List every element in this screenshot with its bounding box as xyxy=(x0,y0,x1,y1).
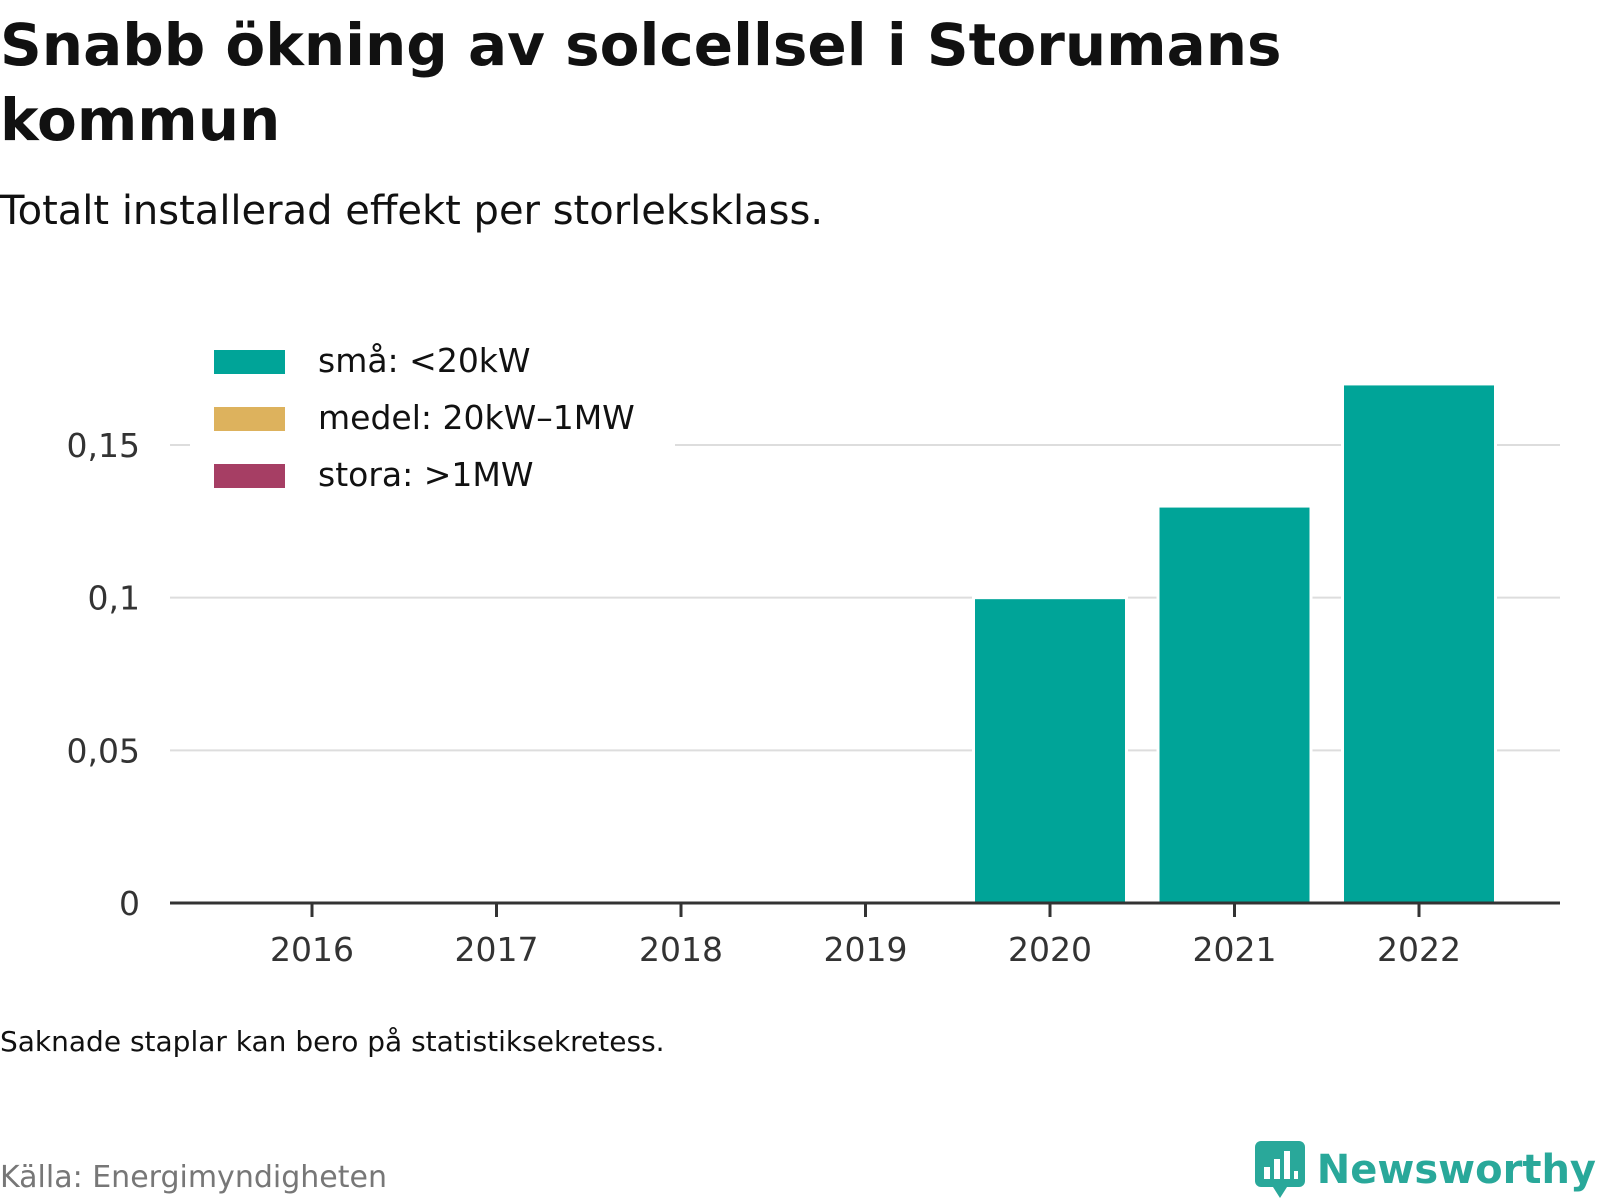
footnote: Saknade staplar kan bero på statistiksek… xyxy=(0,1025,665,1058)
legend-label: medel: 20kW–1MW xyxy=(318,398,635,437)
chart-subtitle: Totalt installerad effekt per storlekskl… xyxy=(0,188,824,234)
y-tick-label: 0,15 xyxy=(67,426,140,465)
bar xyxy=(972,596,1128,905)
y-tick-label: 0,1 xyxy=(88,579,140,618)
bar-chart-speech-bubble-icon xyxy=(1254,1141,1305,1198)
legend-swatch xyxy=(214,464,285,488)
x-tick-label: 2022 xyxy=(1377,930,1461,969)
x-tick-label: 2019 xyxy=(824,930,908,969)
y-tick-label: 0 xyxy=(119,884,140,923)
x-tick-label: 2020 xyxy=(1008,930,1092,969)
brand-name: Newsworthy xyxy=(1316,1147,1596,1193)
legend-swatch xyxy=(214,407,285,431)
x-tick-label: 2018 xyxy=(639,930,723,969)
bar xyxy=(1341,382,1497,905)
x-tick-label: 2016 xyxy=(270,930,354,969)
bar xyxy=(1156,504,1313,905)
source-credit: Källa: Energimyndigheten xyxy=(0,1160,387,1195)
chart-title: Snabb ökning av solcellsel i Storumans k… xyxy=(0,11,1282,154)
x-tick-label: 2021 xyxy=(1193,930,1277,969)
brand-logo: Newsworthy xyxy=(1254,1140,1596,1200)
y-tick-label: 0,05 xyxy=(67,731,140,770)
legend-label: stora: >1MW xyxy=(318,455,533,494)
legend-swatch xyxy=(214,350,285,374)
legend-label: små: <20kW xyxy=(318,341,531,380)
x-tick-label: 2017 xyxy=(455,930,539,969)
